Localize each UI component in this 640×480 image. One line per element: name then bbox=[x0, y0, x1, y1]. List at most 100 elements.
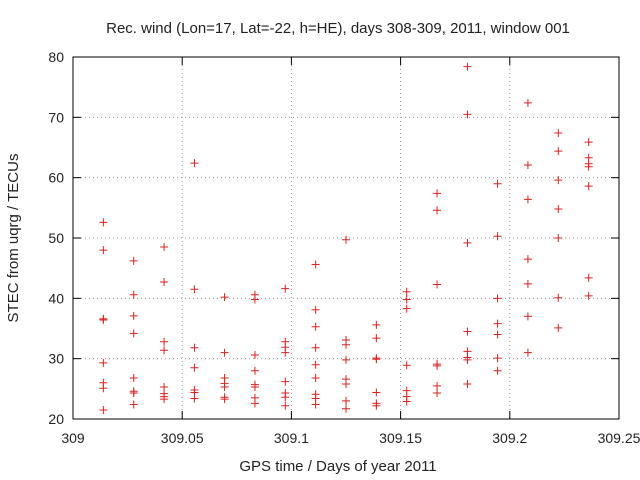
y-tick-labels: 20 30 40 50 60 70 80 bbox=[48, 49, 64, 427]
data-point bbox=[250, 295, 259, 304]
data-point bbox=[523, 279, 532, 288]
x-tick-label: 309 bbox=[61, 430, 85, 446]
data-point bbox=[493, 294, 502, 303]
data-point bbox=[342, 404, 350, 413]
data-point bbox=[342, 235, 350, 244]
y-tick-label: 50 bbox=[48, 230, 64, 246]
data-point bbox=[433, 361, 442, 370]
data-point bbox=[584, 291, 593, 300]
data-point bbox=[463, 62, 472, 71]
data-point bbox=[372, 320, 381, 329]
data-point bbox=[220, 395, 229, 404]
data-point bbox=[220, 383, 229, 392]
data-point bbox=[129, 400, 138, 409]
data-point bbox=[342, 396, 350, 405]
data-point bbox=[311, 373, 320, 382]
data-point bbox=[523, 160, 532, 169]
data-point bbox=[311, 260, 320, 269]
y-tick-label: 30 bbox=[48, 351, 64, 367]
y-tick-label: 60 bbox=[48, 170, 64, 186]
data-point bbox=[160, 337, 169, 346]
data-point bbox=[493, 330, 502, 339]
data-point bbox=[523, 348, 532, 357]
data-point bbox=[584, 182, 593, 191]
data-point bbox=[311, 400, 320, 409]
y-tick-label: 70 bbox=[48, 109, 64, 125]
data-point bbox=[372, 334, 381, 343]
data-point bbox=[129, 256, 138, 265]
data-point bbox=[554, 176, 563, 185]
x-tick-label: 309.1 bbox=[274, 430, 309, 446]
data-point bbox=[493, 319, 502, 328]
data-point bbox=[160, 395, 169, 404]
data-point bbox=[99, 246, 108, 255]
data-point bbox=[342, 355, 350, 364]
data-point bbox=[463, 380, 472, 389]
data-point bbox=[250, 399, 259, 408]
data-point bbox=[129, 290, 138, 299]
data-point bbox=[220, 348, 229, 357]
data-point bbox=[523, 98, 532, 107]
x-axis-label: GPS time / Days of year 2011 bbox=[239, 458, 436, 475]
y-tick-label: 40 bbox=[48, 290, 64, 306]
data-point bbox=[554, 147, 563, 156]
data-point bbox=[463, 355, 472, 364]
data-point bbox=[402, 304, 411, 313]
data-point bbox=[190, 394, 199, 403]
data-points bbox=[99, 62, 593, 414]
data-point bbox=[99, 316, 108, 325]
data-point bbox=[402, 397, 411, 406]
y-axis-label: STEC from uqrg / TECUs bbox=[5, 154, 22, 323]
data-point bbox=[402, 287, 411, 296]
data-point bbox=[99, 384, 108, 393]
data-point bbox=[493, 366, 502, 375]
data-point bbox=[402, 361, 411, 370]
data-point bbox=[311, 305, 320, 314]
data-point bbox=[493, 354, 502, 363]
data-point bbox=[372, 388, 381, 397]
x-tick-labels: 309 309.05 309.1 309.15 309.2 309.25 bbox=[61, 430, 640, 446]
data-point bbox=[433, 189, 442, 198]
data-point bbox=[129, 311, 138, 320]
x-tick-label: 309.2 bbox=[492, 430, 527, 446]
data-point bbox=[554, 293, 563, 302]
data-point bbox=[250, 383, 259, 392]
data-point bbox=[493, 179, 502, 188]
data-point bbox=[160, 346, 169, 355]
data-point bbox=[250, 351, 259, 360]
data-point bbox=[342, 380, 350, 389]
data-point bbox=[220, 293, 229, 302]
data-point bbox=[99, 218, 108, 227]
data-point bbox=[584, 162, 593, 171]
data-point bbox=[129, 389, 138, 398]
data-point bbox=[342, 340, 350, 349]
data-point bbox=[190, 343, 199, 352]
data-point bbox=[554, 323, 563, 332]
data-point bbox=[281, 393, 290, 402]
data-point bbox=[554, 205, 563, 214]
data-point bbox=[190, 285, 199, 294]
y-tick-label: 80 bbox=[48, 49, 64, 65]
data-point bbox=[99, 358, 108, 367]
data-point bbox=[372, 401, 381, 410]
data-point bbox=[311, 360, 320, 369]
data-point bbox=[190, 363, 199, 372]
x-tick-label: 309.05 bbox=[161, 430, 204, 446]
data-point bbox=[190, 159, 199, 168]
data-point bbox=[433, 206, 442, 215]
data-point bbox=[160, 278, 169, 287]
data-point bbox=[129, 373, 138, 382]
data-point bbox=[281, 401, 290, 410]
x-tick-label: 309.25 bbox=[598, 430, 640, 446]
data-point bbox=[523, 312, 532, 321]
data-point bbox=[129, 329, 138, 338]
data-point bbox=[523, 195, 532, 204]
data-point bbox=[433, 280, 442, 289]
data-point bbox=[463, 238, 472, 247]
data-point bbox=[99, 405, 108, 414]
data-point bbox=[554, 129, 563, 138]
data-point bbox=[281, 284, 290, 293]
data-point bbox=[463, 327, 472, 336]
x-tick-label: 309.15 bbox=[379, 430, 422, 446]
